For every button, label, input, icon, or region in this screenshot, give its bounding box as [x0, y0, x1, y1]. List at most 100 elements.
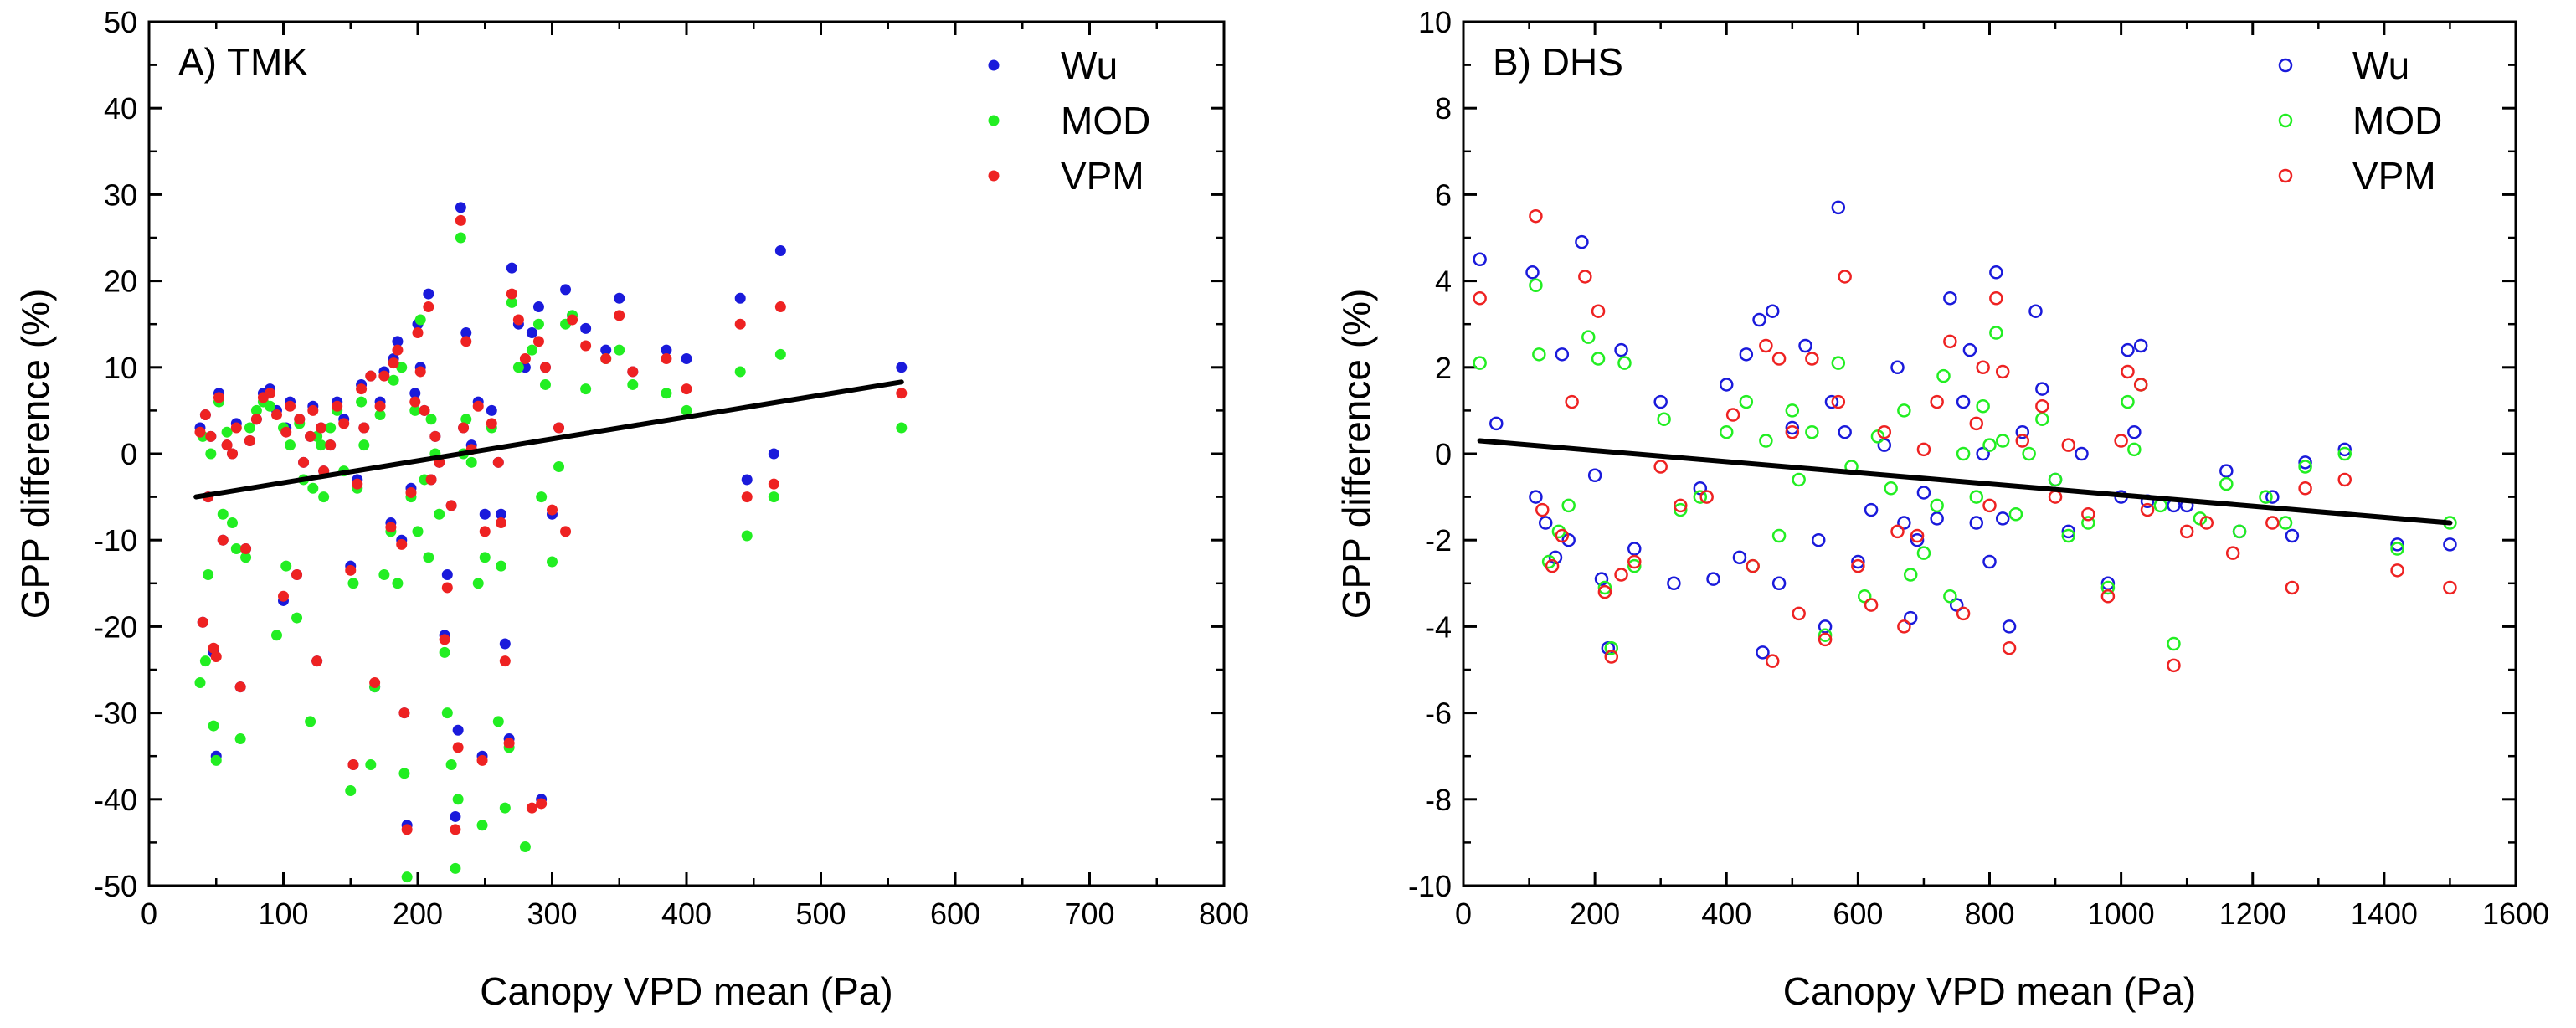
panel-a-point-mod: [768, 491, 779, 503]
panel-b-point-mod: [1982, 438, 1997, 452]
panel-a-point-vpm: [414, 366, 426, 378]
panel-a-trend-line: [193, 379, 904, 500]
panel-b-y-tick-label: -6: [1425, 696, 1452, 731]
panel-a-point-mod: [358, 439, 370, 451]
panel-b-point-wu: [1771, 576, 1787, 591]
panel-a-point-vpm: [298, 456, 310, 468]
panel-b-point-wu: [1989, 265, 2003, 280]
panel-b-point-wu: [2285, 528, 2300, 543]
panel-b-point-mod: [1597, 580, 1612, 595]
panel-b-point-vpm: [1956, 606, 1971, 621]
panel-b-y-tick-label: 4: [1435, 265, 1452, 299]
panel-a-x-axis-title: Canopy VPD mean (Pa): [480, 969, 892, 1013]
panel-b-point-mod: [1969, 490, 1984, 504]
panel-a-point-mod: [452, 794, 464, 805]
panel-a-point-mod: [460, 414, 472, 425]
panel-b-point-vpm: [2140, 502, 2155, 517]
panel-a-point-mod: [221, 426, 233, 438]
panel-b-point-wu: [1594, 572, 1609, 586]
panel-b-point-vpm: [2199, 516, 2214, 530]
panel-b-legend-label-mod: MOD: [2352, 99, 2442, 142]
panel-b-point-vpm: [1699, 490, 1714, 504]
panel-b-point-vpm: [1473, 290, 1487, 306]
panel-b-legend-label-vpm: VPM: [2352, 154, 2436, 198]
panel-b-point-vpm: [2285, 580, 2300, 595]
panel-a-point-vpm: [208, 642, 219, 654]
panel-a-point-mod: [476, 820, 488, 831]
panel-b-panel-label: B) DHS: [1493, 40, 1623, 84]
panel-a-legend-marker-vpm: [988, 170, 1000, 182]
panel-b-point-wu: [1575, 234, 1589, 249]
panel-b-point-wu: [1739, 347, 1754, 362]
panel-b-point-mod: [2232, 524, 2247, 539]
panel-a-point-mod: [439, 646, 450, 658]
panel-a-point-vpm: [526, 802, 537, 814]
panel-a-legend-label-mod: MOD: [1061, 99, 1150, 142]
panel-b-point-wu: [1976, 446, 1990, 461]
panel-b-point-vpm: [1614, 568, 1628, 582]
panel-a-point-vpm: [512, 314, 524, 326]
panel-b-point-wu: [1473, 252, 1487, 267]
panel-a-point-mod: [291, 612, 303, 624]
panel-a-point-vpm: [398, 707, 410, 719]
panel-a-point-wu: [734, 292, 746, 304]
panel-a-point-vpm: [503, 738, 515, 749]
panel-a-point-mod: [472, 578, 484, 589]
panel-b-y-tick-label: 6: [1435, 177, 1452, 212]
panel-a-point-vpm: [409, 396, 421, 408]
panel-a-point-mod: [199, 655, 211, 667]
panel-a-point-mod: [270, 630, 282, 641]
panel-a-point-mod: [492, 716, 504, 727]
panel-b-point-mod: [2008, 506, 2023, 522]
panel-b-point-wu: [1614, 342, 1628, 357]
panel-b-point-mod: [1657, 412, 1671, 426]
panel-a-point-vpm: [291, 568, 303, 580]
panel-b-point-wu: [2133, 338, 2148, 353]
panel-b-point-wu: [1864, 502, 1879, 517]
panel-a-point-vpm: [450, 824, 461, 835]
panel-a-point-mod: [661, 388, 672, 399]
panel-a-y-tick-label: -20: [94, 609, 137, 644]
panel-b-y-tick-label: -10: [1408, 869, 1452, 903]
panel-b-point-wu: [1969, 516, 1984, 530]
panel-b-point-mod: [2278, 516, 2293, 530]
panel-a-point-mod: [445, 759, 457, 771]
panel-a-point-mod: [305, 716, 316, 727]
panel-b-point-mod: [2298, 460, 2312, 474]
panel-b-series-wu: [1473, 200, 2457, 660]
panel-b-point-vpm: [1591, 304, 1606, 318]
panel-a-x-tick-label: 200: [393, 897, 443, 931]
panel-a-point-mod: [741, 530, 753, 542]
panel-b-point-mod: [1581, 330, 1596, 344]
panel-a-point-vpm: [547, 504, 558, 516]
panel-b-x-tick-label: 400: [1701, 897, 1751, 931]
panel-a-point-wu: [614, 292, 625, 304]
panel-a-point-wu: [486, 404, 497, 416]
panel-b-point-mod: [2390, 542, 2404, 556]
panel-b-point-wu: [1897, 516, 1911, 530]
panel-b-point-mod: [1627, 558, 1642, 573]
panel-a-point-wu: [392, 336, 404, 347]
panel-a-point-vpm: [681, 383, 692, 395]
panel-b-point-wu: [1949, 598, 1964, 612]
panel-b-point-vpm: [1545, 558, 1560, 573]
panel-b-point-wu: [1824, 394, 1839, 409]
panel-b-x-tick-label: 200: [1570, 897, 1620, 931]
panel-b-point-vpm: [1725, 408, 1740, 422]
panel-a-point-vpm: [205, 430, 217, 442]
panel-a-point-wu: [526, 327, 537, 339]
panel-a-point-vpm: [401, 824, 413, 835]
panel-b-point-mod: [1930, 498, 1944, 513]
panel-a-point-vpm: [311, 655, 323, 667]
panel-a-x-tick-label: 600: [930, 897, 980, 931]
panel-a-point-vpm: [197, 616, 208, 628]
panel-b-point-vpm: [2390, 563, 2404, 578]
panel-a-point-wu: [560, 284, 572, 296]
panel-b-point-mod: [2081, 516, 2095, 530]
panel-a-point-vpm: [338, 418, 350, 429]
panel-a-point-wu: [896, 362, 908, 373]
panel-a-point-vpm: [896, 388, 908, 399]
panel-a-point-vpm: [774, 301, 786, 313]
panel-a-point-vpm: [285, 400, 296, 412]
